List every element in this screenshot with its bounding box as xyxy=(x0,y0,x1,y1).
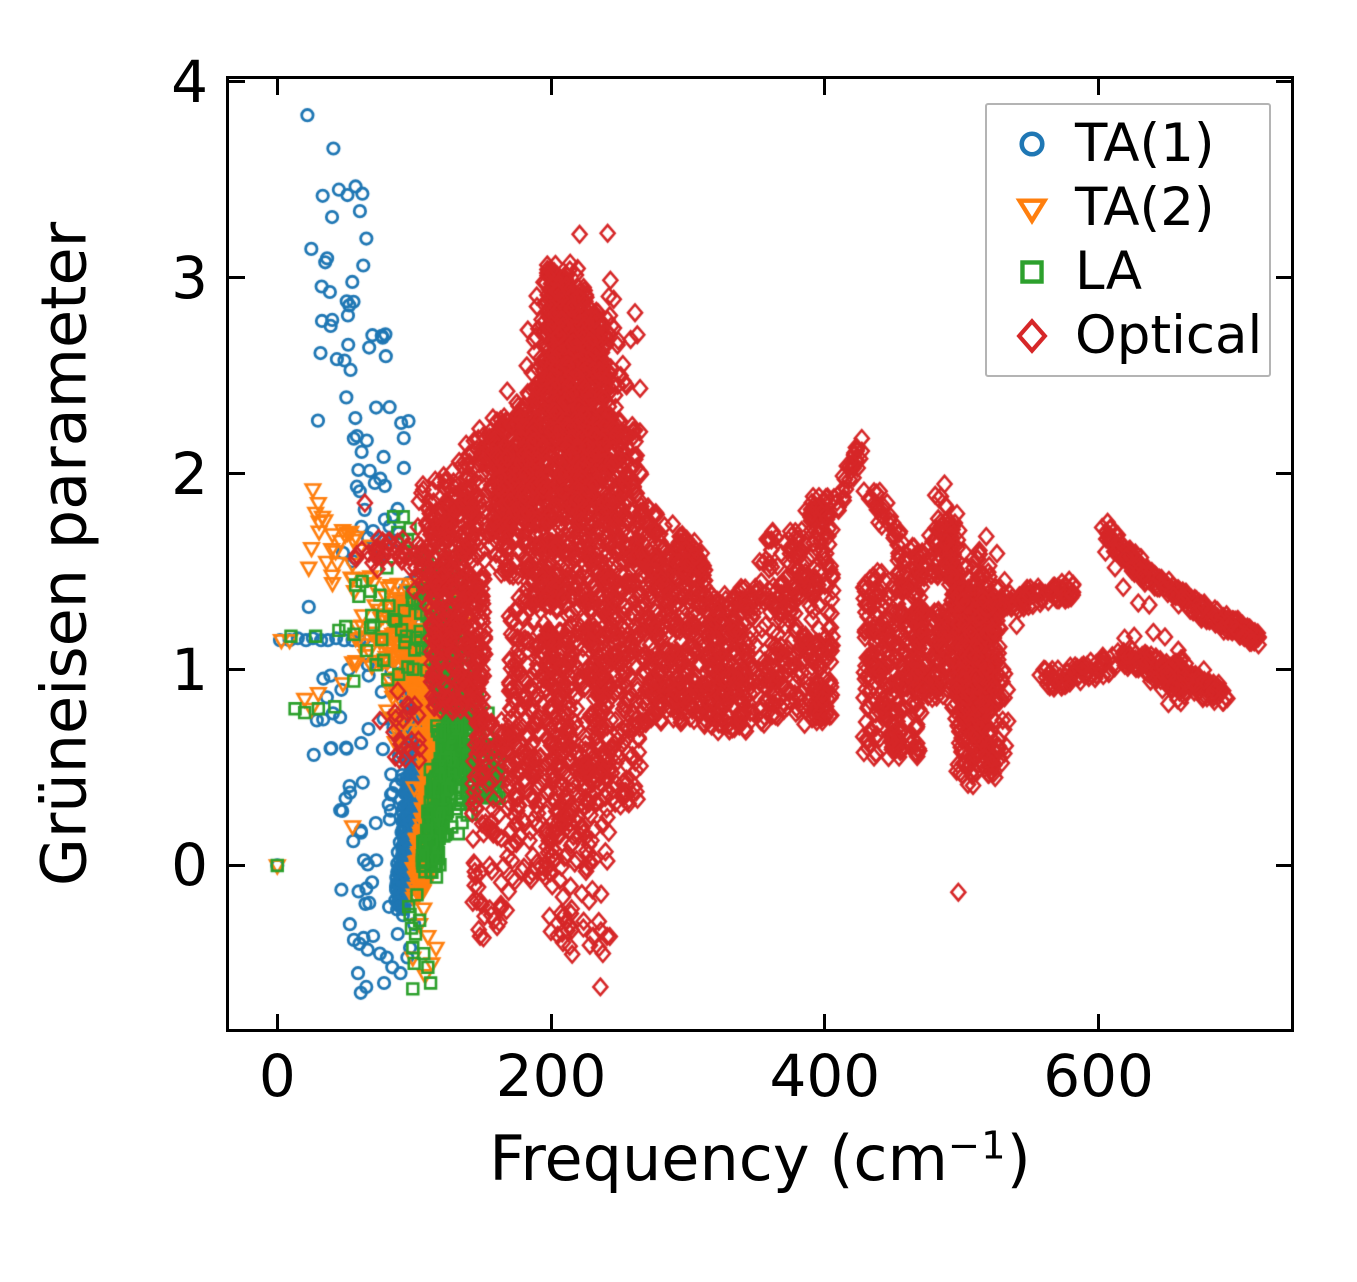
y-tick xyxy=(229,80,245,84)
x-tick-label: 200 xyxy=(495,1042,607,1110)
x-tick-label: 400 xyxy=(769,1042,881,1110)
x-axis-label-close-paren: ) xyxy=(1006,1122,1031,1195)
y-tick-right xyxy=(1276,668,1292,672)
y-tick xyxy=(229,668,245,672)
legend-label: LA xyxy=(1075,241,1143,302)
x-axis-label-superscript: −1 xyxy=(947,1123,1007,1169)
x-tick-top xyxy=(823,79,827,95)
axes-border xyxy=(226,76,1294,1032)
x-tick xyxy=(1097,1014,1101,1030)
y-tick xyxy=(229,276,245,280)
y-tick-right xyxy=(1276,472,1292,476)
y-tick-label: 1 xyxy=(171,635,208,704)
y-tick-label: 0 xyxy=(171,831,208,900)
legend-entry-optical: Optical xyxy=(987,304,1269,368)
y-tick xyxy=(229,472,245,476)
x-tick-top xyxy=(549,79,553,95)
legend-label: TA(2) xyxy=(1075,177,1215,238)
x-tick xyxy=(549,1014,553,1030)
diamond-icon xyxy=(1009,313,1055,359)
x-tick xyxy=(823,1014,827,1030)
x-tick-label: 0 xyxy=(258,1042,296,1110)
square-icon xyxy=(1009,249,1055,295)
triangle-down-icon xyxy=(1009,185,1055,231)
x-tick xyxy=(275,1014,279,1030)
x-tick-label: 600 xyxy=(1043,1042,1154,1110)
y-tick-right xyxy=(1276,80,1292,84)
legend-entry-ta1: TA(1) xyxy=(987,112,1269,176)
legend-entry-ta2: TA(2) xyxy=(987,176,1269,240)
y-axis-label: Grüneisen parameter xyxy=(27,221,101,887)
legend-label: TA(1) xyxy=(1075,113,1215,174)
x-tick-top xyxy=(1097,79,1101,95)
x-axis-label: Frequency (cm−1) xyxy=(489,1122,1031,1195)
circle-icon xyxy=(1009,121,1055,167)
x-tick-top xyxy=(275,79,279,95)
x-axis-label-text: Frequency (cm xyxy=(489,1122,948,1195)
y-tick-right xyxy=(1276,276,1292,280)
legend-label: Optical xyxy=(1075,305,1263,366)
y-tick-label: 3 xyxy=(171,243,208,312)
y-tick-label: 4 xyxy=(171,47,208,116)
y-tick-label: 2 xyxy=(171,439,208,508)
legend-entry-la: LA xyxy=(987,240,1269,304)
y-tick xyxy=(229,863,245,867)
legend: TA(1) TA(2) LA Optical xyxy=(985,103,1271,377)
y-tick-right xyxy=(1276,863,1292,867)
